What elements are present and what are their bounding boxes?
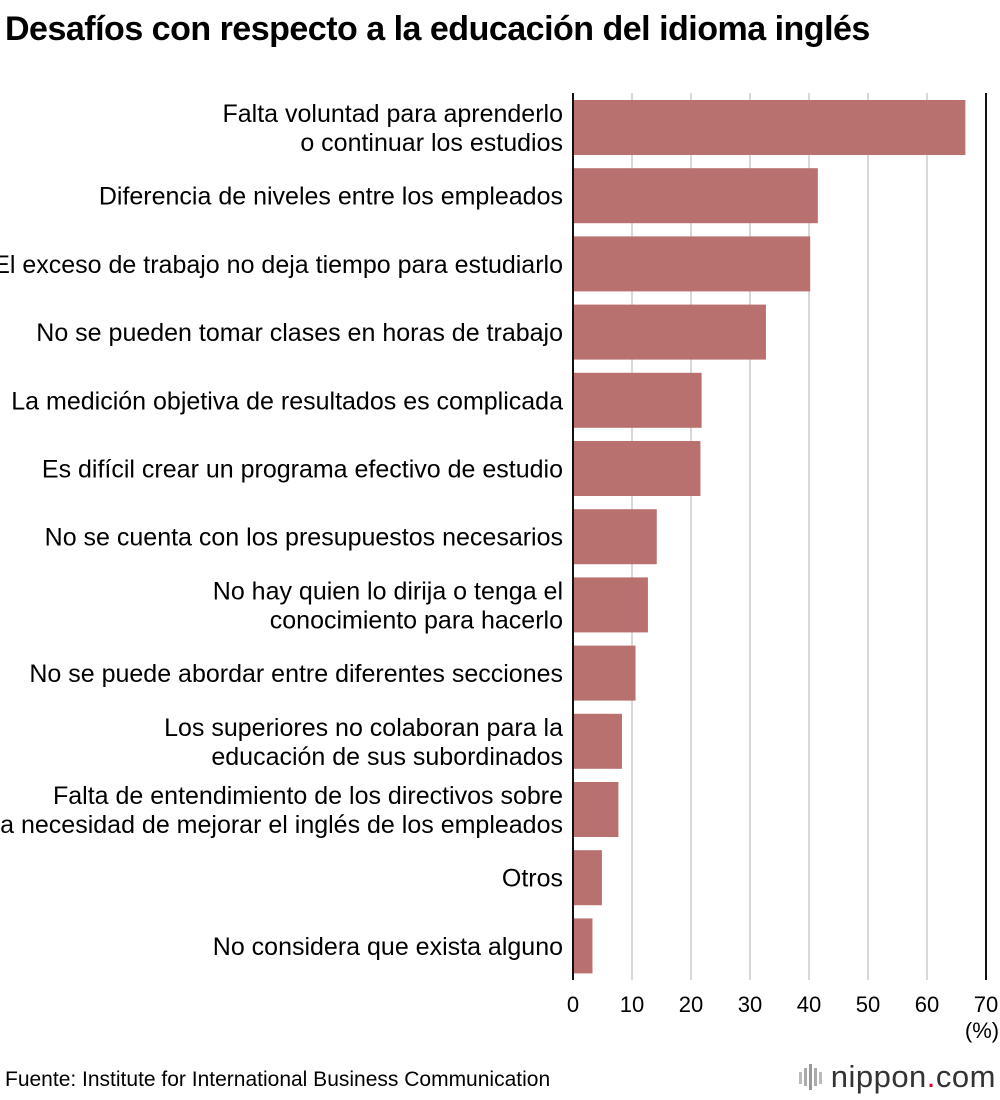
category-label: Otros — [502, 865, 563, 893]
category-label: No se puede abordar entre diferentes sec… — [29, 660, 563, 688]
bar — [573, 441, 701, 496]
x-tick-label: 30 — [738, 992, 762, 1017]
category-label: El exceso de trabajo no deja tiempo para… — [0, 251, 563, 279]
gridlines — [631, 93, 987, 980]
category-label: Falta de entendimiento de los directivos… — [0, 782, 563, 839]
x-tick-label: 40 — [797, 992, 821, 1017]
chart-title: Desafíos con respecto a la educación del… — [5, 10, 870, 48]
category-label: No se cuenta con los presupuestos necesa… — [45, 524, 563, 552]
source-note: Fuente: Institute for International Busi… — [5, 1068, 551, 1091]
x-tick-label: 70 — [974, 992, 998, 1017]
bar — [573, 100, 966, 155]
category-label: La medición objetiva de resultados es co… — [11, 387, 563, 415]
category-label: No considera que exista alguno — [213, 933, 563, 961]
category-label: Los superiores no colaboran para la educa… — [164, 714, 563, 771]
bar-chart: Falta voluntad para aprenderlo o continua… — [0, 93, 999, 1043]
x-tick-label: 10 — [620, 992, 644, 1017]
x-tick-label: 60 — [915, 992, 939, 1017]
x-tick-label: 0 — [567, 992, 579, 1017]
category-labels: Falta voluntad para aprenderlo o continua… — [0, 100, 563, 961]
category-label: Falta voluntad para aprenderlo o continua… — [222, 100, 563, 157]
category-label: No se pueden tomar clases en horas de tr… — [36, 319, 563, 347]
bar — [573, 236, 811, 292]
bar — [573, 509, 657, 565]
bar — [573, 782, 619, 837]
x-tick-labels: 0 10 20 30 40 50 60 70 — [567, 992, 998, 1017]
x-tick-label: 20 — [679, 992, 703, 1017]
bar — [573, 850, 602, 906]
bar — [573, 645, 636, 701]
category-label: Diferencia de niveles entre los empleado… — [99, 183, 563, 211]
nippon-logo: nippon.com — [798, 1059, 996, 1094]
bar — [573, 713, 622, 769]
bar — [573, 372, 702, 428]
bar — [573, 168, 818, 224]
bar — [573, 577, 648, 633]
bar — [573, 918, 593, 974]
bar — [573, 304, 766, 360]
nippon-logo-text: nippon.com — [830, 1059, 996, 1094]
nippon-logo-icon — [798, 1064, 822, 1090]
category-label: No hay quien lo dirija o tenga el conocim… — [213, 577, 563, 634]
bars — [573, 100, 966, 974]
x-tick-label: 50 — [856, 992, 880, 1017]
category-label: Es difícil crear un programa efectivo de… — [42, 456, 563, 484]
x-axis-unit: (%) — [965, 1018, 999, 1043]
